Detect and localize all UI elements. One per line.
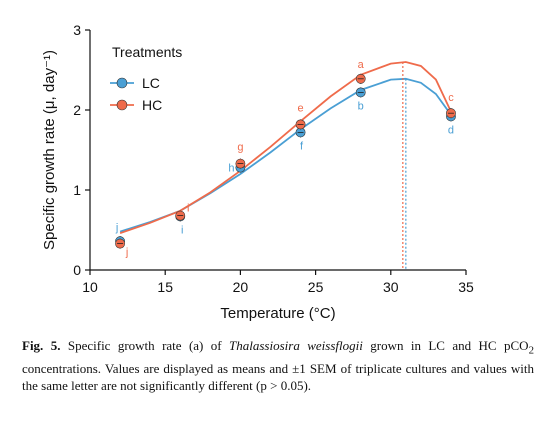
x-tick-label: 10 [82,279,98,295]
letter-hc: g [237,142,243,154]
x-tick-label: 30 [383,279,399,295]
y-tick-label: 2 [73,102,81,118]
letter-hc: e [297,102,303,114]
caption-species: Thalassiosira weissflogii [229,338,363,353]
caption-label: Fig. 5. [22,338,61,353]
letter-lc: i [181,224,183,236]
letter-lc: f [300,140,304,152]
caption-text-1: Specific growth rate (a) of [60,338,230,353]
legend-label-hc: HC [142,97,162,113]
x-tick-label: 25 [308,279,324,295]
letter-lc: j [115,222,118,234]
optimum-lines [402,62,407,270]
x-tick-label: 15 [157,279,173,295]
fit-curve-lc [119,77,452,233]
fit-curve-hc [119,61,452,235]
letter-lc: d [448,124,454,136]
letter-lc: h [228,163,234,175]
growth-rate-chart: 10 15 20 25 30 35 0 1 2 3 j i h f b d j i g e a c Treatments… [41,22,474,322]
significance-letters: j i h f b d j i g e a c [115,59,454,259]
x-axis-title: Temperature (°C) [220,305,335,322]
legend: Treatments LC HC [110,44,182,113]
letter-hc: c [448,92,454,104]
caption-text-3: concentrations. Values are displayed as … [22,360,534,393]
x-tick-label: 20 [233,279,249,295]
chart-axes: 10 15 20 25 30 35 0 1 2 3 [73,22,474,295]
legend-title: Treatments [112,44,182,60]
y-axis-title: Specific growth rate (μ, day⁻¹) [41,50,58,250]
caption-subscript: 2 [528,344,534,357]
legend-marker-lc [116,77,128,89]
legend-label-lc: LC [142,75,160,91]
caption-text-2: grown in LC and HC pCO [362,338,529,353]
fit-curves [119,61,452,235]
letter-hc: a [358,59,365,71]
y-tick-label: 3 [73,22,81,38]
letter-lc: b [358,100,364,112]
data-points [115,73,456,249]
legend-marker-hc [116,99,128,111]
y-tick-label: 1 [73,182,81,198]
y-tick-label: 0 [73,262,81,278]
letter-hc: j [125,247,128,259]
figure-caption: Fig. 5. Specific growth rate (a) of Thal… [22,337,534,394]
x-tick-label: 35 [458,279,474,295]
letter-hc: i [187,203,189,215]
